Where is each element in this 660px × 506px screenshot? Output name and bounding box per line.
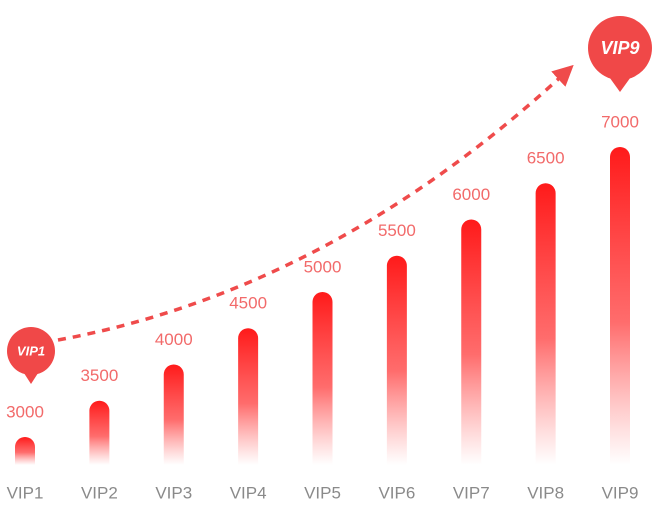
- pin-circle: [7, 327, 55, 375]
- x-tick-label: VIP1: [7, 483, 44, 502]
- bar: [312, 292, 333, 465]
- pin-circle: [588, 16, 652, 80]
- bar: [386, 255, 407, 465]
- x-tick-label: VIP8: [527, 483, 564, 502]
- value-label: 5500: [378, 221, 416, 240]
- x-tick-label: VIP6: [378, 483, 415, 502]
- pin-tip: [607, 74, 633, 92]
- bar: [461, 219, 482, 465]
- value-label: 3500: [80, 366, 118, 385]
- bar: [15, 437, 35, 465]
- x-tick-label: VIP5: [304, 483, 341, 502]
- bar: [163, 364, 184, 465]
- bar: [89, 400, 110, 465]
- trend-arrow: [57, 64, 574, 342]
- value-label: 6500: [527, 149, 565, 168]
- value-label: 5000: [304, 257, 342, 276]
- pin-label: VIP9: [600, 38, 639, 58]
- x-tick-label: VIP3: [155, 483, 192, 502]
- bar: [238, 328, 259, 465]
- value-label: 4500: [229, 294, 267, 313]
- value-label: 3000: [6, 402, 44, 421]
- value-label: 6000: [452, 185, 490, 204]
- bar: [610, 147, 630, 465]
- value-label: 7000: [601, 112, 639, 131]
- bar: [535, 183, 556, 465]
- x-tick-label: VIP4: [230, 483, 267, 502]
- pin-start: VIP1: [7, 327, 55, 384]
- x-tick-label: VIP2: [81, 483, 118, 502]
- x-tick-label: VIP9: [602, 483, 639, 502]
- x-tick-label: VIP7: [453, 483, 490, 502]
- pin-label: VIP1: [17, 343, 45, 358]
- pin-end: VIP9: [588, 16, 652, 92]
- value-label: 4000: [155, 330, 193, 349]
- pin-tip: [22, 370, 40, 384]
